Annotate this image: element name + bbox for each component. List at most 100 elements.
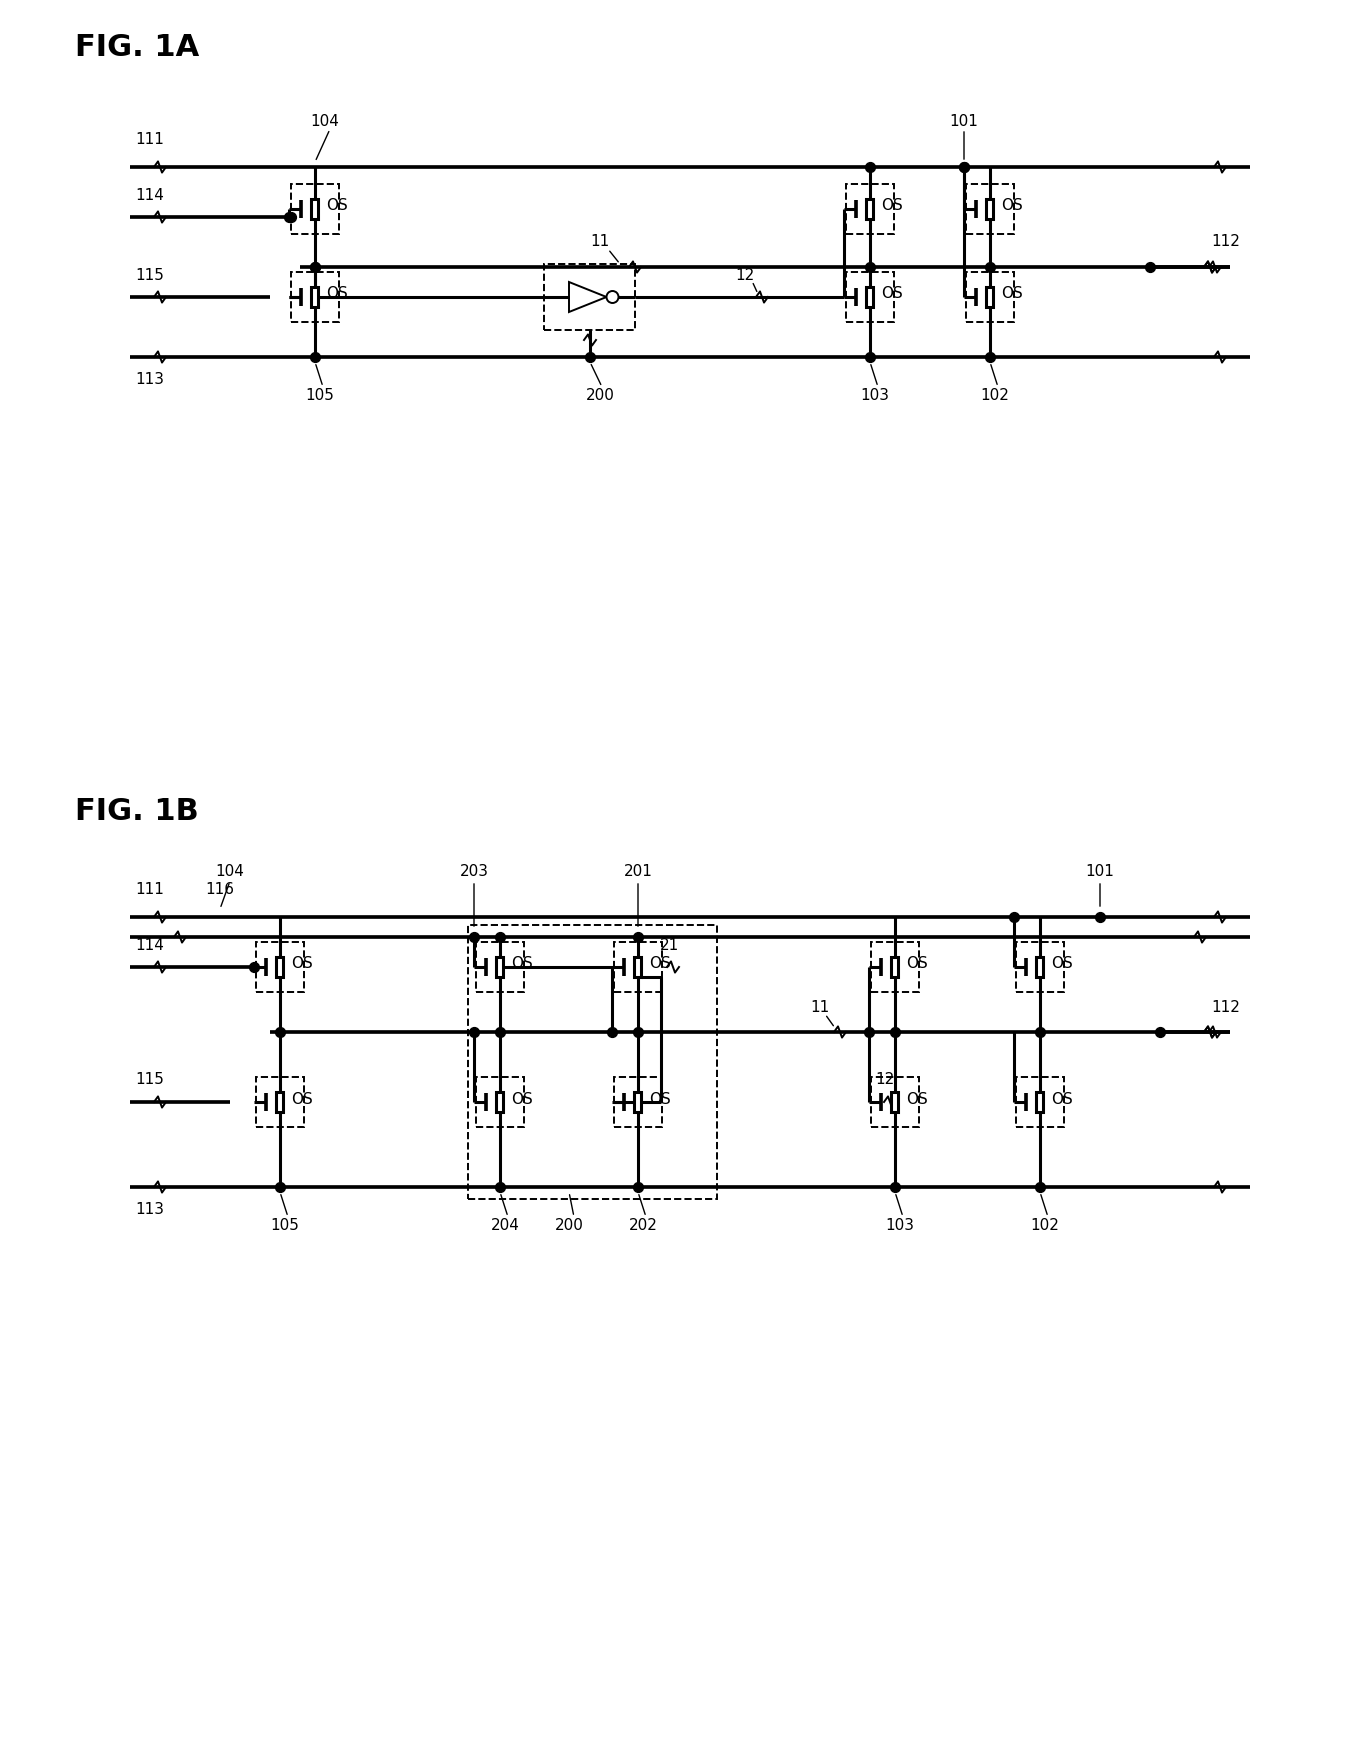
Point [859,253,881,281]
Text: 114: 114 [136,188,164,202]
Bar [496,1093,504,1112]
Bar [986,286,993,307]
Text: 200: 200 [555,1218,584,1232]
Point [1149,1017,1171,1045]
Text: 12: 12 [875,1072,895,1088]
Point [859,153,881,181]
Text: OS: OS [881,286,903,302]
Point [859,343,881,371]
Bar [290,184,338,234]
Text: 113: 113 [136,1202,164,1216]
Point [858,1017,880,1045]
Text: OS: OS [1001,286,1023,302]
Point [1089,903,1111,931]
Point [580,343,601,371]
Bar [847,272,895,322]
Text: 105: 105 [270,1218,300,1232]
Point [980,253,1001,281]
Text: 104: 104 [311,114,340,130]
Point [1029,1174,1051,1202]
Bar [256,942,304,993]
Text: OS: OS [326,199,348,214]
Text: OS: OS [881,199,903,214]
Bar [311,286,318,307]
Text: 104: 104 [215,864,244,880]
Point [463,1017,485,1045]
Text: 101: 101 [949,114,978,130]
Point [304,253,326,281]
Point [279,204,301,232]
Bar [871,942,919,993]
Text: 11: 11 [590,234,610,249]
Text: 102: 102 [981,388,1010,402]
Text: 116: 116 [206,882,234,896]
Text: 12: 12 [736,267,755,283]
Text: 115: 115 [136,267,164,283]
Point [601,1017,623,1045]
Text: FIG. 1B: FIG. 1B [75,798,199,826]
Point [980,343,1001,371]
Bar [892,958,899,977]
Text: 115: 115 [136,1072,164,1088]
Text: 112: 112 [1211,234,1240,249]
Bar [986,199,993,220]
Text: 105: 105 [306,388,334,402]
Text: 11: 11 [811,1000,830,1014]
Text: 111: 111 [136,132,164,146]
Text: OS: OS [326,286,348,302]
Text: 203: 203 [459,864,489,880]
Bar [469,924,717,1198]
Text: OS: OS [1051,956,1073,972]
Text: 101: 101 [1085,864,1114,880]
Text: 114: 114 [136,938,164,952]
Bar [277,1093,284,1112]
Bar [544,264,636,330]
Text: 103: 103 [885,1218,915,1232]
Point [627,1017,649,1045]
Text: OS: OS [649,1091,671,1107]
Point [1029,1017,1051,1045]
Bar [634,958,641,977]
Point [884,1174,906,1202]
Point [884,1017,906,1045]
Text: OS: OS [649,956,671,972]
Bar [614,942,662,993]
Bar [614,1077,662,1126]
Bar [1037,958,1044,977]
Point [627,1174,649,1202]
Bar [475,942,523,993]
Bar [475,1077,523,1126]
Text: OS: OS [906,1091,927,1107]
Text: OS: OS [511,1091,533,1107]
Bar [290,272,338,322]
Text: OS: OS [511,956,533,972]
Text: 112: 112 [1211,1000,1240,1014]
Bar [847,184,895,234]
Point [627,922,649,951]
Point [489,922,511,951]
Point [304,253,326,281]
Text: 21: 21 [660,938,680,952]
Point [278,204,300,232]
Point [242,952,264,980]
Text: 113: 113 [136,371,164,387]
Point [269,1017,290,1045]
Point [954,153,975,181]
Bar [866,199,874,220]
Bar [634,1093,641,1112]
Bar [966,272,1014,322]
Bar [966,184,1014,234]
Point [489,1017,511,1045]
Bar [256,1077,304,1126]
Bar [311,199,318,220]
Bar [871,1077,919,1126]
Text: 111: 111 [136,882,164,896]
Bar [1037,1093,1044,1112]
Text: OS: OS [1001,199,1023,214]
Text: OS: OS [1051,1091,1073,1107]
Text: 102: 102 [1030,1218,1059,1232]
Text: 103: 103 [860,388,889,402]
Point [269,1174,290,1202]
Bar [1017,942,1064,993]
Point [489,1174,511,1202]
